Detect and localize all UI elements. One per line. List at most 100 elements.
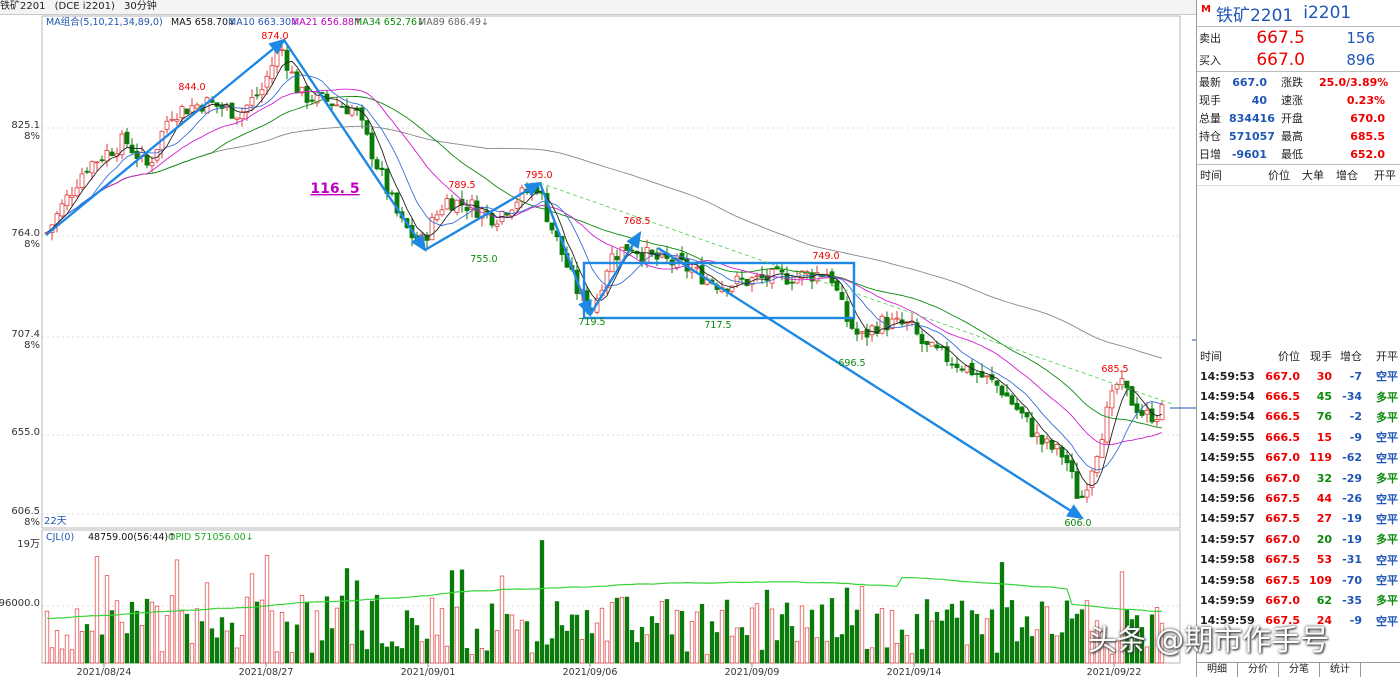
volume-bar bbox=[939, 620, 945, 664]
candle-body bbox=[834, 280, 840, 291]
stat-label: 最高 bbox=[1281, 130, 1303, 143]
volume-bar bbox=[929, 620, 935, 664]
candle-body bbox=[124, 131, 130, 145]
stat-label: 速涨 bbox=[1281, 94, 1303, 107]
tick-row[interactable]: 14:59:57 667.0 20 -19 多平 bbox=[1197, 529, 1400, 549]
price-annotation: 755.0 bbox=[470, 254, 497, 265]
candle-body bbox=[334, 104, 340, 107]
volume-bar bbox=[114, 600, 120, 664]
volume-bar bbox=[449, 570, 455, 664]
candle-body bbox=[239, 111, 245, 119]
stat-value: 571057 bbox=[1229, 129, 1275, 143]
volume-bar bbox=[499, 575, 505, 664]
tick-price: 666.5 bbox=[1265, 410, 1300, 424]
volume-bar bbox=[44, 610, 50, 664]
stat-label: 最低 bbox=[1281, 148, 1303, 161]
candle-body bbox=[1079, 495, 1085, 498]
volume-bar bbox=[149, 601, 155, 664]
tick-oi-change: -62 bbox=[1342, 451, 1362, 465]
volume-bar bbox=[89, 630, 95, 664]
candle-body bbox=[1084, 489, 1090, 498]
candle-body bbox=[849, 318, 855, 329]
candle-body bbox=[874, 326, 880, 334]
tick-row[interactable]: 14:59:54 666.5 45 -34 多平 bbox=[1197, 386, 1400, 406]
volume-bar bbox=[319, 640, 325, 664]
candle-body bbox=[299, 86, 305, 94]
tick-row[interactable]: 14:59:59 667.0 62 -35 多平 bbox=[1197, 590, 1400, 610]
volume-bar bbox=[259, 599, 265, 664]
candle-body bbox=[449, 198, 455, 211]
tick-volume: 15 bbox=[1316, 430, 1332, 444]
candle-body bbox=[1089, 470, 1095, 488]
tick-col-header: 现手 bbox=[1310, 350, 1332, 363]
volume-bar bbox=[1004, 607, 1010, 664]
tick-time: 14:59:58 bbox=[1200, 573, 1255, 587]
volume-bar bbox=[79, 631, 85, 664]
tick-price: 667.0 bbox=[1265, 451, 1300, 465]
volume-bar bbox=[69, 649, 75, 664]
candle-body bbox=[514, 201, 520, 209]
tick-row[interactable]: 14:59:56 667.5 44 -26 空平 bbox=[1197, 488, 1400, 508]
ask-row[interactable]: 卖出 667.5 156 bbox=[1197, 27, 1400, 49]
volume-bar bbox=[599, 607, 605, 664]
tab-price[interactable]: 分价 bbox=[1238, 663, 1279, 677]
tick-row[interactable]: 14:59:55 666.5 15 -9 空平 bbox=[1197, 427, 1400, 447]
volume-bar bbox=[1144, 646, 1150, 664]
trendline-dashed bbox=[539, 182, 1176, 406]
price-axis-label: 655.0 bbox=[11, 427, 40, 438]
candle-body bbox=[489, 213, 495, 226]
price-annotation: 768.5 bbox=[623, 216, 650, 227]
tick-row[interactable]: 14:59:55 667.0 119 -62 空平 bbox=[1197, 448, 1400, 468]
volume-bar bbox=[969, 610, 975, 664]
candle-body bbox=[129, 144, 135, 154]
volume-bar bbox=[309, 652, 315, 664]
tick-time: 14:59:59 bbox=[1200, 593, 1255, 607]
candle-body bbox=[1119, 378, 1125, 386]
volume-bar bbox=[964, 644, 970, 664]
volume-bar bbox=[1154, 607, 1160, 664]
tick-row[interactable]: 14:59:58 667.5 53 -31 空平 bbox=[1197, 550, 1400, 570]
stat-row: 日增 -9601 最低 652.0 bbox=[1197, 145, 1400, 163]
tick-time: 14:59:56 bbox=[1200, 471, 1255, 485]
candle-body bbox=[169, 118, 175, 121]
tick-time: 14:59:57 bbox=[1200, 512, 1255, 526]
bid-row[interactable]: 买入 667.0 896 bbox=[1197, 49, 1400, 71]
tick-row[interactable]: 14:59:54 666.5 76 -2 多平 bbox=[1197, 407, 1400, 427]
volume-bar bbox=[344, 568, 350, 664]
candle-body bbox=[624, 244, 630, 251]
tick-row[interactable]: 14:59:57 667.5 27 -19 空平 bbox=[1197, 509, 1400, 529]
period-selector[interactable]: 30分钟 bbox=[124, 1, 157, 12]
candle-body bbox=[799, 270, 805, 279]
tick-row[interactable]: 14:59:58 667.5 109 -70 空平 bbox=[1197, 570, 1400, 590]
volume-legend-item: 48759.00(56:44)↑ bbox=[88, 532, 176, 543]
tick-row[interactable]: 14:59:53 667.0 30 -7 空平 bbox=[1197, 366, 1400, 386]
tick-type: 空平 bbox=[1376, 492, 1398, 506]
tab-detail[interactable]: 明细 bbox=[1197, 663, 1238, 677]
candle-body bbox=[329, 103, 335, 107]
volume-bar bbox=[834, 637, 840, 664]
volume-bar bbox=[109, 610, 115, 664]
tick-row[interactable]: 14:59:56 667.0 32 -29 多平 bbox=[1197, 468, 1400, 488]
candle-body bbox=[1144, 409, 1150, 415]
tick-oi-change: -26 bbox=[1342, 492, 1362, 506]
candle-body bbox=[364, 120, 370, 135]
candle-body bbox=[279, 49, 285, 51]
tab-stats[interactable]: 统计 bbox=[1320, 663, 1361, 677]
volume-bar bbox=[809, 609, 815, 664]
tick-oi-change: -19 bbox=[1342, 512, 1362, 526]
tab-tick[interactable]: 分笔 bbox=[1279, 663, 1320, 677]
tick-volume: 20 bbox=[1316, 532, 1332, 546]
candle-body bbox=[274, 48, 280, 67]
volume-bar bbox=[239, 635, 245, 664]
candle-body bbox=[1009, 395, 1015, 405]
volume-bar bbox=[759, 649, 765, 664]
ma-legend-item: MA21 656.88↑ bbox=[291, 17, 362, 28]
candle-body bbox=[639, 253, 645, 262]
volume-bar bbox=[379, 643, 385, 664]
tick-type: 空平 bbox=[1376, 370, 1398, 384]
tick-row[interactable]: 14:59:59 667.5 24 -9 空平 bbox=[1197, 611, 1400, 631]
volume-bar bbox=[819, 604, 825, 664]
volume-bar bbox=[184, 613, 190, 664]
volume-bar bbox=[119, 621, 125, 664]
